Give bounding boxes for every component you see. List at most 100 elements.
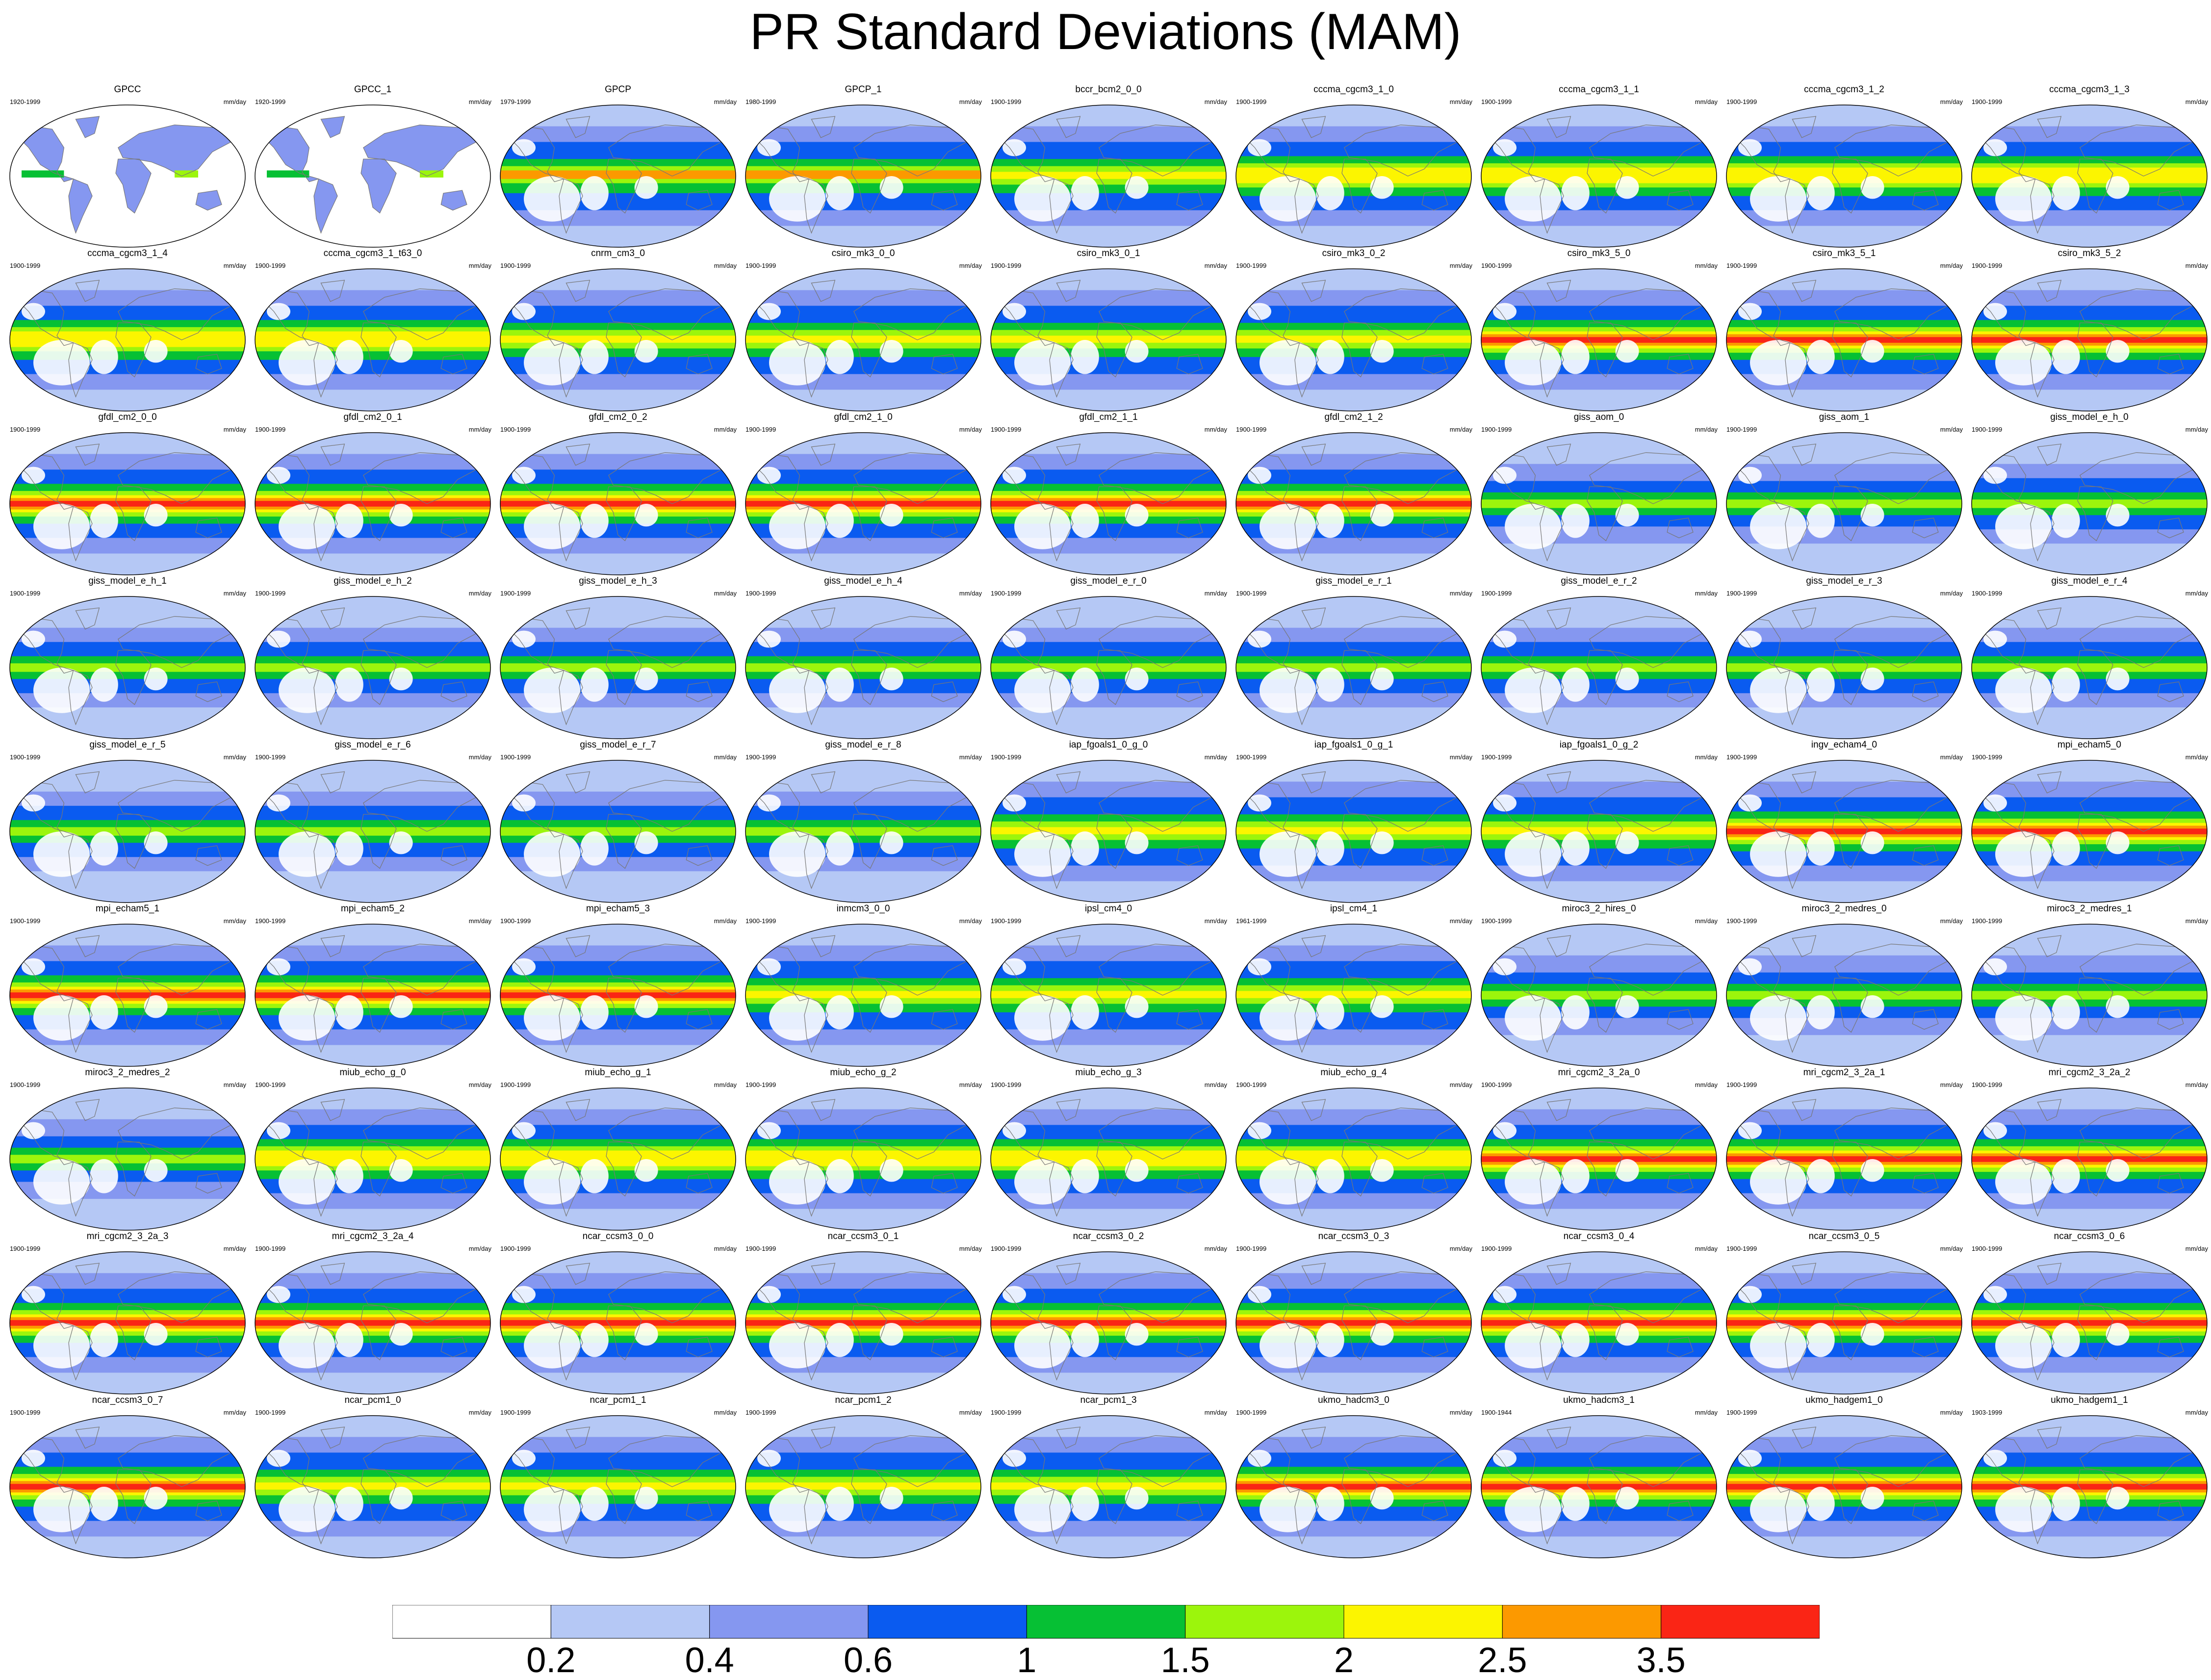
panel-title: mpi_echam5_1 xyxy=(96,904,159,914)
map-panel: GPCP_1 1980-1999 mm/day xyxy=(741,84,986,266)
precipitation-map xyxy=(1971,1087,2208,1231)
panel-title: cccma_cgcm3_1_1 xyxy=(1559,84,1639,95)
precipitation-map xyxy=(745,924,981,1067)
precipitation-map xyxy=(1481,760,1717,903)
panel-units: mm/day xyxy=(468,917,491,925)
panel-units: mm/day xyxy=(223,98,246,105)
panel-units: mm/day xyxy=(1204,917,1227,925)
panel-period: 1900-1999 xyxy=(1972,1081,2003,1088)
map-panel: giss_model_e_r_7 1900-1999 mm/day xyxy=(495,740,741,921)
panel-units: mm/day xyxy=(714,1409,737,1416)
panel-period: 1900-1999 xyxy=(10,590,41,597)
panel-title: ncar_ccsm3_0_4 xyxy=(1563,1231,1635,1241)
precipitation-map xyxy=(745,1415,981,1558)
precipitation-map xyxy=(1971,760,2208,903)
map-panel: iap_fgoals1_0_g_2 1900-1999 mm/day xyxy=(1476,740,1722,921)
panel-units: mm/day xyxy=(1449,1409,1472,1416)
map-panel: cccma_cgcm3_1_0 1900-1999 mm/day xyxy=(1231,84,1476,266)
map-panel: giss_model_e_r_0 1900-1999 mm/day xyxy=(986,576,1231,757)
panel-period: 1900-1999 xyxy=(255,590,286,597)
precipitation-map xyxy=(745,432,981,575)
panel-title: ncar_ccsm3_0_1 xyxy=(827,1231,899,1241)
precipitation-map xyxy=(255,1415,491,1558)
panel-period: 1900-1999 xyxy=(10,262,41,269)
panel-period: 1900-1999 xyxy=(991,590,1022,597)
precipitation-map xyxy=(9,596,246,739)
panel-period: 1900-1999 xyxy=(10,1081,41,1088)
panel-units: mm/day xyxy=(1204,98,1227,105)
panel-units: mm/day xyxy=(223,590,246,597)
panel-units: mm/day xyxy=(468,1081,491,1088)
panel-units: mm/day xyxy=(2185,917,2208,925)
precipitation-map xyxy=(500,1087,736,1231)
colorbar-swatch xyxy=(392,1605,551,1639)
panel-period: 1900-1999 xyxy=(746,1409,776,1416)
panel-units: mm/day xyxy=(1695,917,1718,925)
panel-title: giss_model_e_h_1 xyxy=(88,576,167,586)
colorbar-swatch xyxy=(709,1605,869,1639)
panel-period: 1900-1999 xyxy=(1972,262,2003,269)
panel-units: mm/day xyxy=(714,1245,737,1252)
panel-units: mm/day xyxy=(714,1081,737,1088)
colorbar-tick-label: 1 xyxy=(1017,1641,1037,1680)
map-panel: ncar_pcm1_1 1900-1999 mm/day xyxy=(495,1395,741,1577)
panel-units: mm/day xyxy=(1695,1081,1718,1088)
precipitation-map xyxy=(1481,104,1717,248)
panel-title: giss_model_e_r_5 xyxy=(89,740,166,750)
panel-title: ncar_pcm1_2 xyxy=(835,1395,892,1405)
panel-title: giss_model_e_r_0 xyxy=(1070,576,1147,586)
map-panel: ukmo_hadgem1_0 1900-1999 mm/day xyxy=(1722,1395,1967,1577)
precipitation-map xyxy=(745,104,981,248)
precipitation-map xyxy=(500,268,736,412)
precipitation-map xyxy=(990,268,1227,412)
panel-title: GPCC xyxy=(114,84,141,95)
panel-title: ukmo_hadcm3_1 xyxy=(1563,1395,1635,1405)
map-panel: mpi_echam5_1 1900-1999 mm/day xyxy=(5,904,250,1085)
panel-period: 1900-1999 xyxy=(500,917,531,925)
precipitation-map xyxy=(9,268,246,412)
precipitation-map xyxy=(1726,596,1962,739)
panel-title: giss_model_e_h_4 xyxy=(824,576,902,586)
panel-period: 1900-1999 xyxy=(1726,917,1757,925)
panel-title: iap_fgoals1_0_g_1 xyxy=(1314,740,1393,750)
panel-units: mm/day xyxy=(1695,1245,1718,1252)
panel-units: mm/day xyxy=(1940,98,1963,105)
panel-title: miroc3_2_medres_2 xyxy=(85,1067,170,1078)
panel-period: 1900-1999 xyxy=(1236,262,1267,269)
precipitation-map xyxy=(1971,596,2208,739)
map-panel: miroc3_2_medres_1 1900-1999 mm/day xyxy=(1967,904,2211,1085)
map-panel: csiro_mk3_0_2 1900-1999 mm/day xyxy=(1231,248,1476,430)
colorbar-tick-label: 2.5 xyxy=(1478,1641,1527,1680)
precipitation-map xyxy=(500,924,736,1067)
panel-units: mm/day xyxy=(1449,262,1472,269)
panel-title: miroc3_2_hires_0 xyxy=(1562,904,1636,914)
panel-period: 1900-1999 xyxy=(500,426,531,433)
map-panel: miroc3_2_medres_0 1900-1999 mm/day xyxy=(1722,904,1967,1085)
panel-title: mri_cgcm2_3_2a_1 xyxy=(1803,1067,1885,1078)
map-panel: GPCP 1979-1999 mm/day xyxy=(495,84,741,266)
map-panel: mpi_echam5_3 1900-1999 mm/day xyxy=(495,904,741,1085)
map-panel: bccr_bcm2_0_0 1900-1999 mm/day xyxy=(986,84,1231,266)
map-panel: mpi_echam5_2 1900-1999 mm/day xyxy=(250,904,495,1085)
panel-period: 1900-1999 xyxy=(255,917,286,925)
panel-period: 1900-1999 xyxy=(1236,590,1267,597)
precipitation-map xyxy=(745,268,981,412)
map-panel: ncar_ccsm3_0_5 1900-1999 mm/day xyxy=(1722,1231,1967,1413)
panel-period: 1900-1999 xyxy=(1236,426,1267,433)
precipitation-map xyxy=(1235,1251,1472,1395)
panel-units: mm/day xyxy=(2185,1409,2208,1416)
panel-units: mm/day xyxy=(1204,426,1227,433)
panel-units: mm/day xyxy=(2185,753,2208,761)
panel-units: mm/day xyxy=(714,917,737,925)
colorbar xyxy=(392,1605,1820,1639)
panel-units: mm/day xyxy=(714,753,737,761)
panel-units: mm/day xyxy=(1940,753,1963,761)
panel-period: 1900-1999 xyxy=(1726,426,1757,433)
panel-period: 1900-1944 xyxy=(1481,1409,1512,1416)
panel-units: mm/day xyxy=(1940,1245,1963,1252)
panel-units: mm/day xyxy=(959,590,982,597)
precipitation-map xyxy=(255,596,491,739)
precipitation-map xyxy=(1726,1087,1962,1231)
panel-title: cccma_cgcm3_1_3 xyxy=(2049,84,2130,95)
panel-title: gfdl_cm2_1_2 xyxy=(1324,412,1383,422)
